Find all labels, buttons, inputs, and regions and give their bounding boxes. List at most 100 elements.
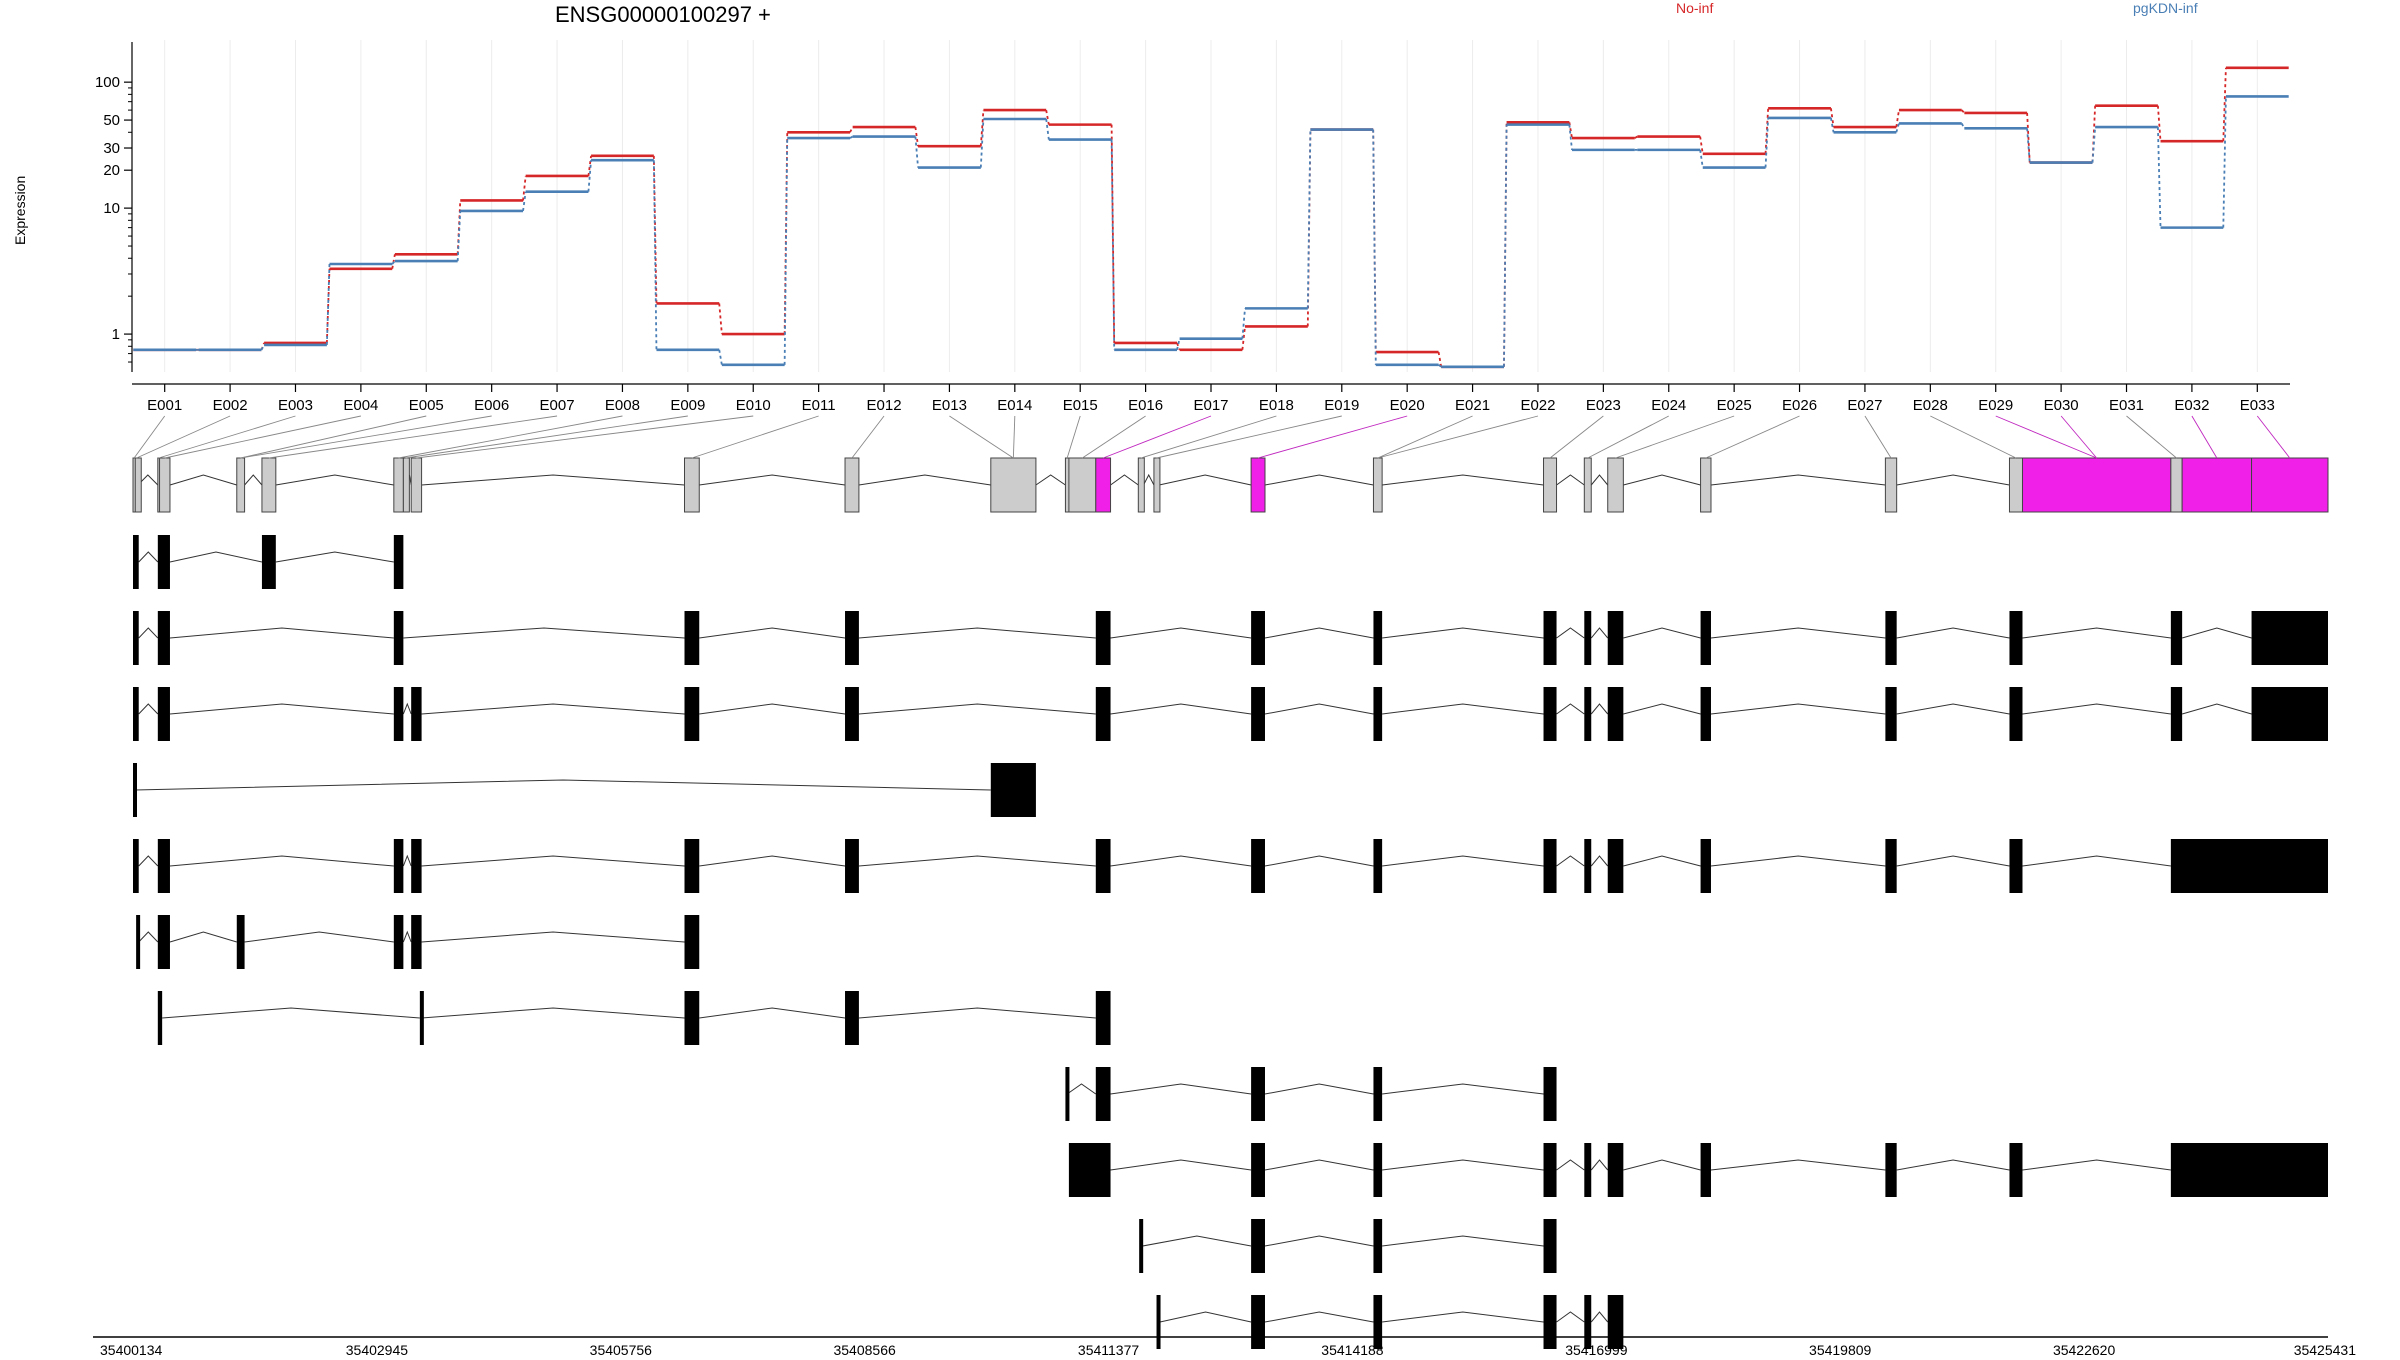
intron-line [1896, 474, 2010, 486]
transcript-exon [133, 611, 139, 665]
exon-bin-track [132, 457, 2329, 513]
exon-bin [261, 457, 277, 513]
series-connector [1764, 117, 1770, 168]
grid-lines [164, 40, 2258, 372]
transcript-exon [684, 991, 700, 1045]
intron-line [162, 1007, 420, 1019]
transcript-exon [1373, 839, 1383, 893]
intron-line [1710, 703, 1886, 715]
intron-line [699, 1007, 846, 1019]
x-tick-label: E005 [409, 397, 444, 414]
bin-connector [1705, 415, 1800, 459]
transcript-exon [2009, 687, 2023, 741]
series-connector [587, 160, 592, 192]
series-connector [1764, 108, 1770, 154]
exon-bin [134, 457, 142, 513]
genomic-tick-label: 35414188 [1321, 1342, 1384, 1358]
intron-line [1896, 855, 2010, 867]
series-connector [1699, 149, 1704, 168]
transcript-exon [1584, 611, 1592, 665]
bin-connector [416, 415, 754, 459]
x-tick-label: E012 [867, 397, 902, 414]
series-connector [1634, 135, 1638, 139]
exon-bin [1884, 457, 1898, 513]
transcript-exon [1700, 839, 1711, 893]
transcript-exon [136, 915, 141, 969]
series-connector [849, 126, 854, 133]
intron-line [421, 931, 685, 943]
intron-line [1159, 1311, 1252, 1323]
exon-bin [402, 457, 410, 513]
series-connector [325, 263, 331, 345]
intron-line [1623, 855, 1701, 867]
intron-line [858, 855, 1096, 867]
bin-connector [136, 415, 231, 459]
series-connector [1568, 124, 1573, 150]
intron-line [138, 855, 159, 867]
transcript-exon [2251, 687, 2328, 741]
transcript-exon [261, 535, 276, 589]
intron-line [1710, 474, 1886, 486]
intron-line [1382, 1311, 1544, 1323]
intron-line [402, 930, 412, 943]
transcript-exon [1373, 687, 1383, 741]
intron-line [2022, 703, 2171, 715]
exon-bin [410, 457, 423, 513]
bin-connector [1103, 415, 1212, 459]
transcript-exon [684, 839, 700, 893]
intron-line [1623, 627, 1701, 639]
bin-connector [1587, 415, 1669, 459]
transcript-exon [1885, 839, 1897, 893]
series-connector [1241, 326, 1246, 350]
transcript-exon [1373, 1219, 1383, 1273]
genomic-tick-label: 35416999 [1565, 1342, 1628, 1358]
transcript-exon [2170, 839, 2328, 893]
intron-line [1110, 1083, 1252, 1095]
intron-line [1264, 1311, 1374, 1323]
x-tick-label: E014 [997, 397, 1032, 414]
transcript-exon [1543, 611, 1557, 665]
intron-line [1110, 855, 1252, 867]
transcript-exon [845, 687, 859, 741]
intron-line [1590, 1159, 1609, 1171]
x-axis-ticks: E001 E002 E003 E004 E005 E006 E007 E008 E009 E010… [147, 384, 2275, 414]
transcript-exon [1068, 1143, 1111, 1197]
transcript-exon [684, 915, 700, 969]
transcript-exon [157, 687, 170, 741]
series-connector [849, 135, 854, 139]
intron-line [1382, 627, 1544, 639]
exon-bin [2181, 457, 2253, 513]
transcript-exon [133, 535, 139, 589]
intron-line [421, 703, 685, 715]
x-tick-label: E011 [802, 397, 836, 414]
exon-bin [990, 457, 1037, 513]
transcript-exon [1543, 1295, 1557, 1349]
intron-line [1710, 1159, 1886, 1171]
transcript-exon [1156, 1295, 1161, 1349]
bin-connector [1377, 415, 1473, 459]
bin-connector [2126, 415, 2177, 459]
series-connector [1176, 338, 1181, 351]
bin-connector [1930, 415, 2017, 459]
transcript-track [157, 991, 1111, 1045]
transcript-exon [1095, 991, 1111, 1045]
x-tick-label: E015 [1063, 397, 1098, 414]
transcript-exon [1607, 1143, 1624, 1197]
series-connector [1176, 342, 1181, 351]
bin-connector [2191, 415, 2218, 459]
intron-line [138, 627, 159, 639]
intron-line [699, 855, 846, 867]
x-tick-label: E021 [1455, 397, 1490, 414]
intron-line [1264, 855, 1374, 867]
x-tick-label: E032 [2174, 397, 2209, 414]
transcript-exon [236, 915, 245, 969]
genomic-tick-label: 35402945 [346, 1342, 409, 1358]
intron-line [169, 855, 394, 867]
exon-bin [159, 457, 171, 513]
transcript-exon [393, 839, 404, 893]
intron-line [2022, 855, 2171, 867]
transcript-exon [990, 763, 1036, 817]
bin-connector [2256, 415, 2291, 459]
exon-bin [1583, 457, 1592, 513]
transcript-exon [1700, 687, 1711, 741]
